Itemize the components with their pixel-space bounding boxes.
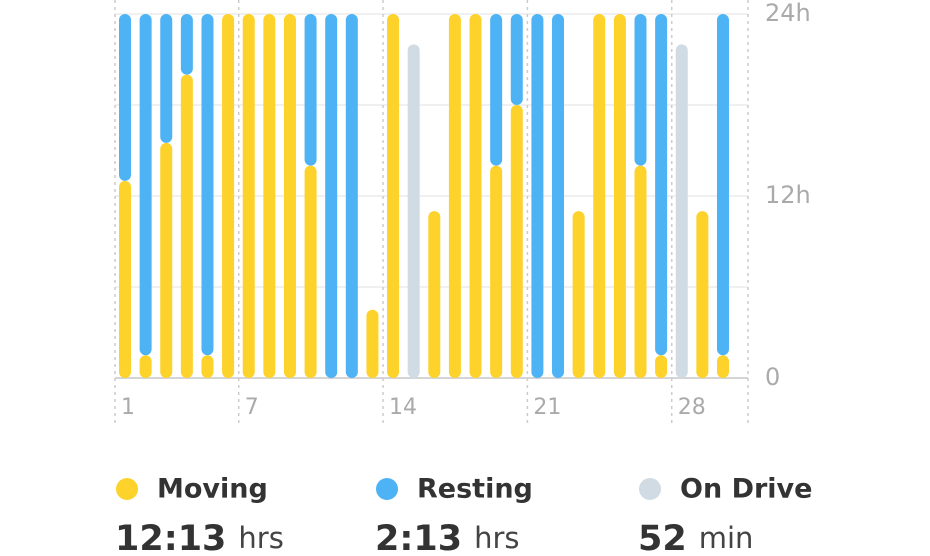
x-tick-label: 1 — [121, 395, 135, 420]
bar-segment — [201, 355, 214, 378]
legend-swatch — [116, 478, 138, 500]
bar-segment — [531, 14, 544, 378]
bar-segment — [469, 14, 482, 378]
bar-segment — [283, 14, 296, 378]
bar-segment — [201, 14, 214, 356]
bar-segment — [304, 14, 317, 166]
bar-segment — [160, 14, 173, 143]
bar-segment — [675, 44, 688, 378]
total-unit: hrs — [238, 521, 283, 555]
legend-label: Resting — [417, 474, 533, 505]
y-tick-label: 0 — [765, 363, 780, 391]
bar-segment — [263, 14, 276, 378]
bar-segment — [716, 14, 729, 356]
legend-total: 2:13 hrs — [375, 519, 519, 556]
legend-label: On Drive — [680, 474, 812, 505]
total-unit: min — [699, 521, 754, 555]
bar-segment — [119, 180, 131, 378]
x-tick-label: 28 — [678, 395, 706, 420]
bar-segment — [490, 165, 503, 378]
bar-segment — [448, 14, 461, 378]
bar-segment — [387, 14, 400, 378]
x-tick-label: 14 — [389, 395, 417, 420]
bar-segment — [222, 14, 235, 378]
legend-label: Moving — [157, 474, 268, 505]
bar-segment — [366, 309, 379, 378]
bar-segment — [407, 44, 420, 378]
bar-segment — [345, 14, 358, 378]
bar-segment — [593, 14, 606, 378]
bar-segment — [572, 211, 585, 378]
bar-segment — [139, 14, 152, 356]
total-unit: hrs — [474, 521, 519, 555]
total-value: 2:13 — [375, 519, 462, 556]
legend-swatch — [376, 478, 398, 500]
total-value: 12:13 — [115, 519, 226, 556]
legend-swatch — [639, 478, 661, 500]
bar-segment — [634, 165, 647, 378]
bar-segment — [325, 14, 338, 378]
bar-segment — [180, 14, 193, 75]
y-tick-label: 24h — [765, 0, 811, 27]
total-value: 52 — [638, 519, 687, 556]
legend-total: 12:13 hrs — [115, 519, 284, 556]
bar-segment — [510, 14, 523, 105]
legend-total: 52 min — [638, 519, 753, 556]
bar-segment — [304, 165, 317, 378]
bar-segment — [139, 355, 152, 378]
bar-segment — [510, 105, 523, 378]
x-tick-label: 7 — [245, 395, 259, 420]
bar-segment — [160, 142, 173, 378]
bar-segment — [180, 74, 193, 379]
x-tick-label: 21 — [533, 395, 561, 420]
bar-segment — [490, 14, 503, 166]
bar-segment — [655, 14, 668, 356]
bar-segment — [119, 14, 131, 181]
bar-segment — [242, 14, 255, 378]
bar-segment — [634, 14, 647, 166]
bar-segment — [696, 211, 709, 378]
bar-segment — [655, 355, 668, 378]
bar-segment — [613, 14, 626, 378]
bar-segment — [552, 14, 565, 378]
bar-segment — [428, 211, 441, 378]
y-tick-label: 12h — [765, 181, 811, 209]
bar-segment — [716, 355, 729, 378]
